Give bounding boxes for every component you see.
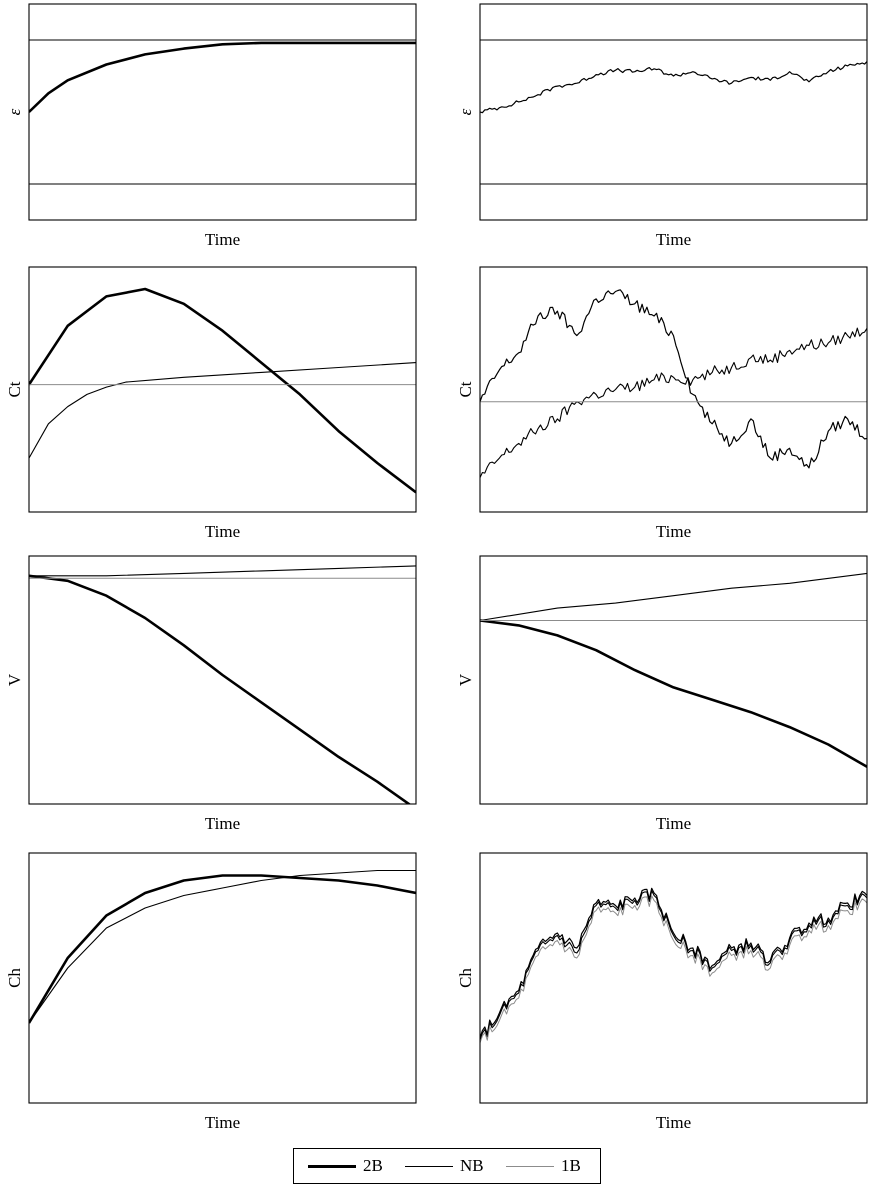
plot-frame — [28, 266, 417, 513]
series-line-2b — [29, 574, 412, 804]
plot-frame — [479, 852, 868, 1104]
chart-panel-ch-stochastic: Time Ch — [456, 852, 868, 1132]
x-axis-label: Time — [656, 814, 691, 833]
chart-panel-ct-stochastic: Time Ct — [456, 266, 868, 541]
plot-frame — [28, 3, 417, 221]
legend-item-2b: 2B — [308, 1149, 383, 1183]
plot-frame — [28, 555, 417, 805]
series-line-nb — [480, 327, 867, 478]
y-axis-label: Ch — [5, 968, 24, 988]
series-line-nb — [480, 572, 867, 622]
series-line-2b — [480, 61, 867, 114]
chart-panel-ch-deterministic: Time Ch — [5, 852, 417, 1132]
plot-frame — [479, 555, 868, 805]
y-axis-label: V — [5, 673, 24, 686]
legend-label-nb: NB — [460, 1156, 484, 1175]
legend-label-1b: 1B — [561, 1156, 581, 1175]
y-axis-label: Ct — [456, 381, 475, 397]
series-line-2b — [29, 287, 416, 494]
y-axis-label: ε — [456, 108, 475, 115]
y-axis-label: ε — [5, 108, 24, 115]
x-axis-label: Time — [205, 1113, 240, 1132]
x-axis-label: Time — [205, 522, 240, 541]
legend-item-nb: NB — [405, 1149, 484, 1183]
series-line-2b — [29, 41, 416, 113]
x-axis-label: Time — [656, 1113, 691, 1132]
chart-panel-ct-deterministic: Time Ct — [5, 266, 417, 541]
legend-swatch-nb — [405, 1165, 453, 1167]
series-line-2b — [480, 619, 867, 768]
legend-item-1b: 1B — [506, 1149, 581, 1183]
y-axis-label: Ct — [5, 381, 24, 397]
x-axis-label: Time — [656, 230, 691, 249]
chart-panel-v-deterministic: Time V — [5, 555, 417, 833]
x-axis-label: Time — [205, 230, 240, 249]
series-line-nb — [29, 362, 416, 459]
series-line-nb — [29, 565, 416, 577]
plot-frame — [28, 852, 417, 1104]
y-axis-label: Ch — [456, 968, 475, 988]
series-line-nb — [29, 869, 416, 1024]
series-line-2b — [480, 887, 867, 1039]
series-line-1b — [480, 895, 867, 1044]
legend-swatch-2b — [308, 1164, 356, 1168]
chart-panel-eps-stochastic: Time ε — [456, 3, 868, 249]
x-axis-label: Time — [656, 522, 691, 541]
legend: 2B NB 1B — [293, 1148, 601, 1184]
series-line-2b — [480, 289, 867, 469]
series-line-nb — [480, 890, 867, 1041]
chart-panel-v-stochastic: Time V — [456, 555, 868, 833]
chart-panel-eps-deterministic: Time ε — [5, 3, 417, 249]
legend-swatch-1b — [506, 1165, 554, 1167]
series-line-2b — [29, 874, 416, 1024]
legend-label-2b: 2B — [363, 1156, 383, 1175]
x-axis-label: Time — [205, 814, 240, 833]
plot-frame — [479, 266, 868, 513]
plot-frame — [479, 3, 868, 221]
y-axis-label: V — [456, 673, 475, 686]
